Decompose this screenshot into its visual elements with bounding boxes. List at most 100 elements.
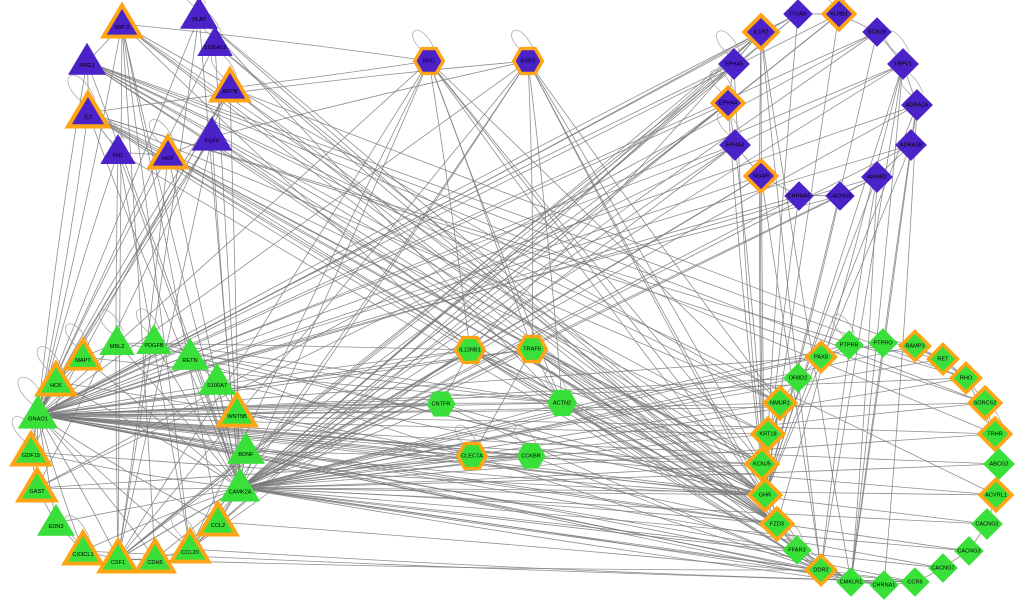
diamond-node-shape[interactable] <box>825 181 855 211</box>
diamond-node-shape[interactable] <box>783 0 813 29</box>
graph-node[interactable]: OR8D2 <box>783 363 813 393</box>
triangle-node-shape[interactable] <box>33 359 79 397</box>
hexagon-node-shape[interactable] <box>515 334 549 364</box>
diamond-node-shape[interactable] <box>741 12 781 52</box>
graph-node[interactable]: GDF15 <box>8 429 54 467</box>
hexagon-node-shape[interactable] <box>412 46 446 76</box>
triangle-node-shape[interactable] <box>132 536 178 574</box>
graph-node[interactable]: TRHR <box>976 415 1014 453</box>
triangle-node-shape[interactable] <box>197 25 233 56</box>
triangle-node-shape[interactable] <box>64 88 112 129</box>
diamond-node-shape[interactable] <box>928 553 958 583</box>
triangle-node-shape[interactable] <box>8 429 54 467</box>
triangle-node-shape[interactable] <box>99 324 135 355</box>
graph-node[interactable]: ABCG2 <box>982 447 1016 481</box>
triangle-node-shape[interactable] <box>197 362 237 395</box>
triangle-node-shape[interactable] <box>145 132 191 170</box>
triangle-node-shape[interactable] <box>100 133 136 164</box>
diamond-node-shape[interactable] <box>894 128 928 162</box>
graph-node[interactable]: CLEC7A <box>455 441 489 471</box>
triangle-node-shape[interactable] <box>14 465 60 503</box>
triangle-node-shape[interactable] <box>214 390 260 428</box>
graph-node[interactable]: CCR6 <box>900 567 930 597</box>
diamond-node-shape[interactable] <box>718 128 752 162</box>
triangle-node-shape[interactable] <box>62 335 104 371</box>
diamond-node-shape[interactable] <box>820 0 858 33</box>
triangle-node-shape[interactable] <box>136 323 172 354</box>
triangle-node-shape[interactable] <box>179 0 219 29</box>
diamond-node-shape[interactable] <box>717 47 751 81</box>
graph-node[interactable]: CMKLR1 <box>836 567 866 597</box>
graph-node[interactable]: PLAT <box>179 0 219 29</box>
hexagon-node-shape[interactable] <box>516 443 546 469</box>
graph-node[interactable]: CACNG3 <box>954 536 984 566</box>
triangle-node-shape[interactable] <box>17 394 59 429</box>
diamond-node-shape[interactable] <box>977 476 1015 514</box>
diamond-node-shape[interactable] <box>782 535 812 565</box>
graph-node[interactable]: MIP-2 <box>99 1 145 39</box>
triangle-node-shape[interactable] <box>219 467 261 502</box>
diamond-node-shape[interactable] <box>761 384 799 422</box>
triangle-node-shape[interactable] <box>207 65 253 103</box>
diamond-node-shape[interactable] <box>834 330 864 360</box>
graph-node[interactable]: KRT18 <box>749 415 787 453</box>
graph-node[interactable]: CCKBR <box>516 443 546 469</box>
diamond-node-shape[interactable] <box>804 340 838 374</box>
hexagon-node-shape[interactable] <box>511 46 545 76</box>
graph-node[interactable]: EPHA3 <box>718 128 752 162</box>
triangle-node-shape[interactable] <box>191 116 233 151</box>
triangle-node-shape[interactable] <box>36 503 76 536</box>
triangle-node-shape[interactable] <box>60 528 106 566</box>
triangle-node-shape[interactable] <box>170 337 210 370</box>
graph-node[interactable]: IL2 <box>64 88 112 129</box>
diamond-node-shape[interactable] <box>900 567 930 597</box>
graph-node[interactable]: TRAF6 <box>515 334 549 364</box>
graph-node[interactable]: MBL2 <box>99 324 135 355</box>
diamond-node-shape[interactable] <box>709 84 747 122</box>
graph-node[interactable]: CACNG7 <box>928 553 958 583</box>
graph-node[interactable]: TRPV1 <box>886 47 920 81</box>
diamond-node-shape[interactable] <box>749 415 787 453</box>
graph-node[interactable]: ACVRL1 <box>977 476 1015 514</box>
diamond-node-shape[interactable] <box>954 536 984 566</box>
hexagon-node-shape[interactable] <box>453 335 487 365</box>
diamond-node-shape[interactable] <box>869 570 899 600</box>
hexagon-node-shape[interactable] <box>455 441 489 471</box>
diamond-node-shape[interactable] <box>900 88 934 122</box>
diamond-node-shape[interactable] <box>926 342 960 376</box>
graph-node[interactable]: EDN3 <box>36 503 76 536</box>
graph-node[interactable]: RAMP3 <box>898 329 932 363</box>
triangle-node-shape[interactable] <box>99 1 145 39</box>
diamond-node-shape[interactable] <box>860 160 894 194</box>
graph-node[interactable]: ITGA8 <box>783 0 813 29</box>
graph-node[interactable]: IL1R2 <box>741 12 781 52</box>
diamond-node-shape[interactable] <box>758 505 796 543</box>
graph-node[interactable]: GAST <box>14 465 60 503</box>
triangle-node-shape[interactable] <box>167 526 213 564</box>
graph-node[interactable]: IL12RB1 <box>453 335 487 365</box>
graph-node[interactable]: RHO <box>949 361 983 395</box>
diamond-node-shape[interactable] <box>836 567 866 597</box>
triangle-node-shape[interactable] <box>67 42 107 75</box>
graph-node[interactable]: ESR2 <box>511 46 545 76</box>
graph-node[interactable]: IRS1 <box>412 46 446 76</box>
diamond-node-shape[interactable] <box>976 415 1014 453</box>
graph-node[interactable]: ADRA1B <box>894 128 928 162</box>
diamond-node-shape[interactable] <box>784 181 814 211</box>
graph-node[interactable]: NRG1 <box>67 42 107 75</box>
diamond-node-shape[interactable] <box>742 157 780 195</box>
diamond-node-shape[interactable] <box>949 361 983 395</box>
diamond-node-shape[interactable] <box>783 363 813 393</box>
diamond-node-shape[interactable] <box>746 476 784 514</box>
graph-node[interactable]: CACNG2 <box>970 507 1004 541</box>
diamond-node-shape[interactable] <box>804 553 838 587</box>
hexagon-node-shape[interactable] <box>426 391 456 417</box>
diamond-node-shape[interactable] <box>970 507 1004 541</box>
diamond-node-shape[interactable] <box>982 447 1016 481</box>
graph-node[interactable]: CHRNA1 <box>869 570 899 600</box>
hexagon-node-shape[interactable] <box>546 389 578 417</box>
graph-node[interactable]: KLRB1 <box>820 0 858 33</box>
diamond-node-shape[interactable] <box>862 17 892 47</box>
